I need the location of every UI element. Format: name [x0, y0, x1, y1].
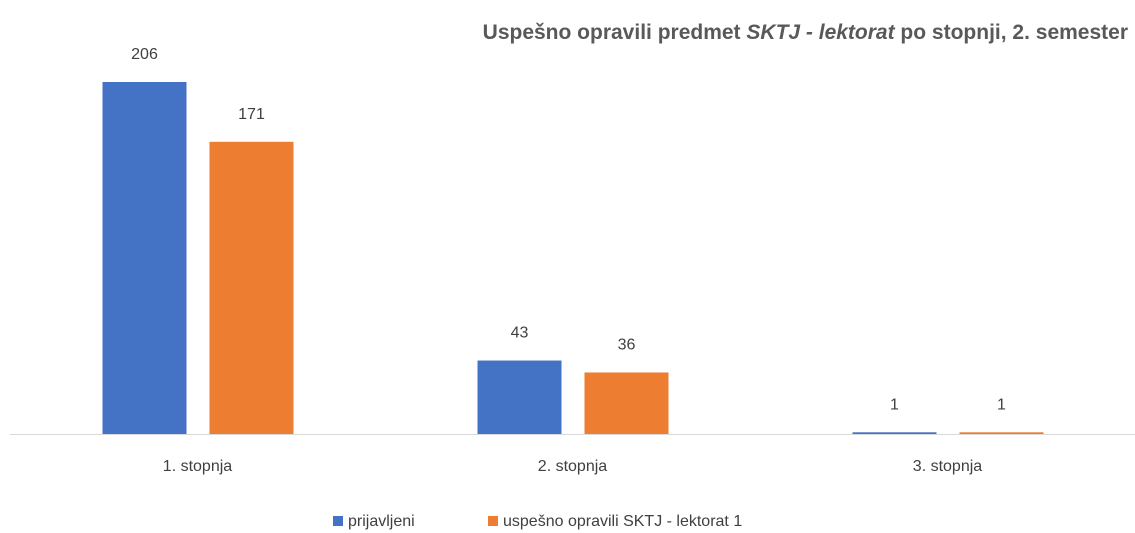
title-part: SKTJ - lektorat	[746, 21, 895, 44]
bar	[102, 82, 187, 434]
bar	[584, 372, 669, 434]
chart-title: Uspešno opravili predmet SKTJ - lektorat…	[483, 21, 1128, 44]
legend-swatch	[333, 516, 343, 526]
x-tick-label: 2. stopnja	[538, 458, 607, 475]
legend-label: uspešno opravili SKTJ - lektorat 1	[503, 513, 742, 530]
data-label: 1	[890, 397, 899, 414]
legend-swatch	[488, 516, 498, 526]
legend-label: prijavljeni	[348, 513, 415, 530]
data-label: 206	[131, 46, 158, 63]
data-label: 1	[997, 397, 1006, 414]
title-part: Uspešno opravili predmet	[483, 21, 747, 44]
bar	[209, 141, 294, 434]
data-label: 171	[238, 106, 265, 123]
title-part: po stopnji, 2. semester	[895, 21, 1128, 44]
bar	[959, 432, 1044, 434]
bar	[477, 360, 562, 434]
x-tick-label: 1. stopnja	[163, 458, 232, 475]
x-tick-label: 3. stopnja	[913, 458, 982, 475]
bar	[852, 432, 937, 434]
data-label: 36	[618, 337, 636, 354]
data-label: 43	[511, 325, 529, 342]
